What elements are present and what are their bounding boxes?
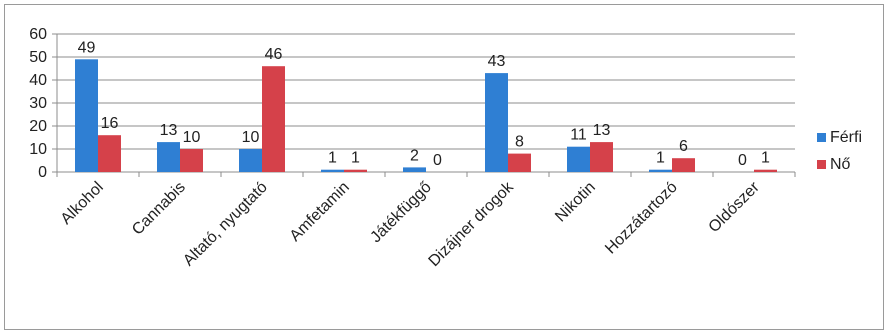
bar-no bbox=[754, 169, 777, 172]
y-tick-label: 10 bbox=[29, 141, 47, 158]
bars bbox=[75, 59, 777, 172]
y-tick-label: 50 bbox=[29, 49, 47, 66]
category-label: Hozzátartozó bbox=[602, 179, 681, 258]
data-label: 13 bbox=[160, 122, 178, 139]
category-label: Oldószer bbox=[706, 178, 764, 236]
y-tick-label: 30 bbox=[29, 95, 47, 112]
gridlines bbox=[57, 33, 795, 150]
data-label: 1 bbox=[328, 150, 337, 167]
chart-frame: 0 10 20 30 40 50 60 49 16 13 10 10 46 1 1 2 0 43 8 11 13 1 6 0… bbox=[4, 4, 884, 330]
y-tick-label: 0 bbox=[38, 164, 47, 181]
bar-no bbox=[508, 153, 531, 172]
data-label: 10 bbox=[183, 129, 201, 146]
data-label: 11 bbox=[570, 127, 587, 144]
bar-ferfi bbox=[321, 169, 344, 172]
bar-no bbox=[672, 158, 695, 172]
data-label: 49 bbox=[78, 39, 96, 56]
bar-ferfi bbox=[157, 142, 180, 172]
y-tick-label: 60 bbox=[29, 26, 47, 43]
category-label: Nikotin bbox=[552, 179, 599, 226]
bar-no bbox=[180, 149, 203, 172]
data-label: 13 bbox=[593, 122, 611, 139]
bar-no bbox=[262, 66, 285, 172]
bar-ferfi bbox=[567, 146, 590, 172]
data-label: 1 bbox=[761, 150, 770, 167]
bar-ferfi bbox=[75, 59, 98, 172]
data-label: 0 bbox=[433, 152, 442, 169]
bar-ferfi bbox=[403, 167, 426, 172]
data-label: 43 bbox=[488, 53, 506, 70]
bar-no bbox=[98, 135, 121, 172]
data-label: 1 bbox=[656, 150, 665, 167]
category-label: Dizájner drogok bbox=[426, 178, 518, 270]
legend-swatch bbox=[817, 133, 826, 142]
data-label: 8 bbox=[515, 134, 524, 151]
bar-no bbox=[344, 169, 367, 172]
category-label: Cannabis bbox=[129, 179, 189, 239]
data-label: 1 bbox=[351, 150, 360, 167]
data-label: 46 bbox=[265, 46, 283, 63]
bar-no bbox=[590, 142, 613, 172]
data-label: 2 bbox=[410, 147, 419, 164]
data-label: 0 bbox=[738, 152, 747, 169]
y-tick-label: 20 bbox=[29, 118, 47, 135]
category-label: Amfetamin bbox=[287, 179, 353, 245]
data-label: 6 bbox=[679, 138, 688, 155]
data-label: 16 bbox=[101, 115, 119, 132]
category-label: Alkohol bbox=[58, 179, 107, 228]
legend-swatch bbox=[817, 160, 826, 169]
category-label: Altató, nyugtató bbox=[180, 179, 271, 270]
legend-label: Férfi bbox=[830, 129, 862, 146]
y-tick-label: 40 bbox=[29, 72, 47, 89]
bar-ferfi bbox=[649, 169, 672, 172]
legend-label: Nő bbox=[830, 156, 851, 173]
bar-ferfi bbox=[485, 73, 508, 172]
legend: Férfi Nő bbox=[817, 129, 862, 173]
bar-ferfi bbox=[239, 149, 262, 172]
category-label: Játékfüggő bbox=[367, 179, 434, 246]
data-label: 10 bbox=[242, 129, 260, 146]
